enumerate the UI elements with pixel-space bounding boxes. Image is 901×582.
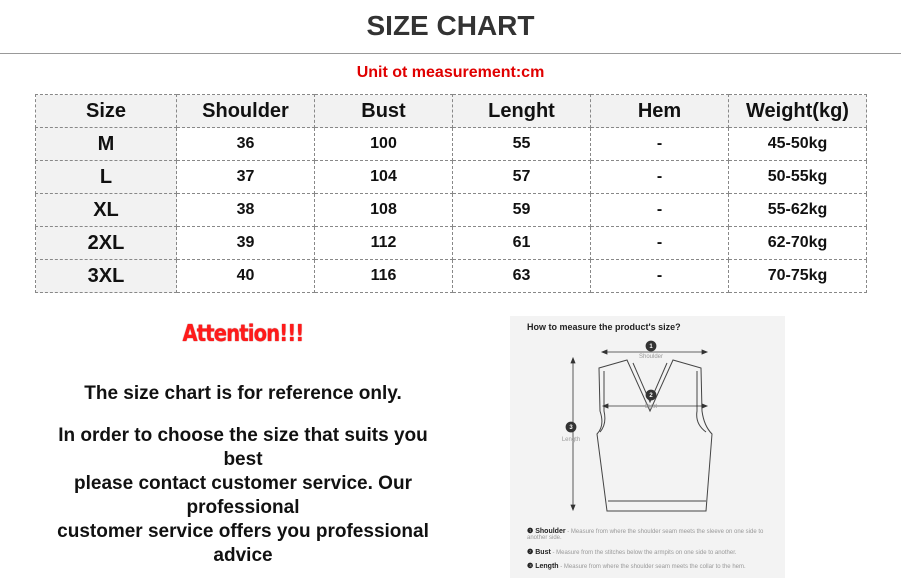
table-cell: 61 (452, 226, 591, 260)
legend-shoulder: ❶ Shoulder - Measure from where the shou… (527, 528, 764, 541)
page-title: SIZE CHART (366, 10, 535, 41)
svg-text:3: 3 (569, 425, 573, 431)
attention-heading: Attention!!! (182, 321, 305, 347)
column-header: Size (35, 94, 177, 128)
size-cell: 3XL (35, 259, 177, 293)
size-cell: L (35, 160, 177, 194)
diagram-heading: How to measure the product's size? (527, 322, 681, 332)
divider (0, 53, 901, 54)
svg-text:1: 1 (649, 344, 653, 350)
shoulder-label: Shoulder (639, 354, 663, 360)
size-cell: M (35, 127, 177, 161)
table-row: M 36 100 55-45-50kg (35, 127, 867, 161)
table-cell: - (590, 193, 729, 227)
table-cell: - (590, 127, 729, 161)
table-cell: 116 (314, 259, 453, 293)
table-header-row: Size Shoulder Bust Lenght Hem Weight(kg) (35, 94, 867, 128)
table-cell: 55 (452, 127, 591, 161)
column-header: Hem (590, 94, 729, 128)
table-cell: 63 (452, 259, 591, 293)
column-header: Bust (314, 94, 453, 128)
table-row: 3XL 40 116 63-70-75kg (35, 259, 867, 293)
table-cell: 112 (314, 226, 453, 260)
legend-length: ❸ Length - Measure from where the should… (527, 563, 746, 570)
table-cell: 62-70kg (728, 226, 867, 260)
table-cell: - (590, 259, 729, 293)
table-cell: 37 (176, 160, 315, 194)
table-cell: 59 (452, 193, 591, 227)
table-cell: 45-50kg (728, 127, 867, 161)
table-cell: 104 (314, 160, 453, 194)
column-header: Lenght (452, 94, 591, 128)
table-row: XL 38 108 59-55-62kg (35, 193, 867, 227)
table-cell: 108 (314, 193, 453, 227)
contact-note: In order to choose the size that suits y… (57, 425, 429, 566)
size-cell: 2XL (35, 226, 177, 260)
vest-illustration: 1 2 3 Shoulder Bust Length (562, 340, 713, 512)
svg-text:2: 2 (649, 393, 653, 399)
table-cell: 57 (452, 160, 591, 194)
column-header: Weight(kg) (728, 94, 867, 128)
size-cell: XL (35, 193, 177, 227)
measure-diagram: How to measure the product's size? 1 2 3 S… (510, 316, 785, 578)
length-label: Length (562, 437, 580, 443)
column-header: Shoulder (176, 94, 315, 128)
table-cell: 55-62kg (728, 193, 867, 227)
legend-bust: ❷ Bust - Measure from the stitches below… (527, 549, 737, 556)
table-cell: 39 (176, 226, 315, 260)
table-cell: 38 (176, 193, 315, 227)
table-cell: 40 (176, 259, 315, 293)
size-table: Size Shoulder Bust Lenght Hem Weight(kg) M 36 1… (35, 94, 867, 293)
unit-label: Unit ot measurement:cm (356, 64, 545, 81)
table-cell: 36 (176, 127, 315, 161)
table-cell: - (590, 160, 729, 194)
table-cell: 70-75kg (728, 259, 867, 293)
table-row: L 37 104 57-50-55kg (35, 160, 867, 194)
bust-label: Bust (645, 404, 657, 410)
table-cell: - (590, 226, 729, 260)
reference-note: The size chart is for reference only. (84, 383, 402, 404)
table-row: 2XL 39 112 61-62-70kg (35, 226, 867, 260)
table-cell: 100 (314, 127, 453, 161)
table-cell: 50-55kg (728, 160, 867, 194)
